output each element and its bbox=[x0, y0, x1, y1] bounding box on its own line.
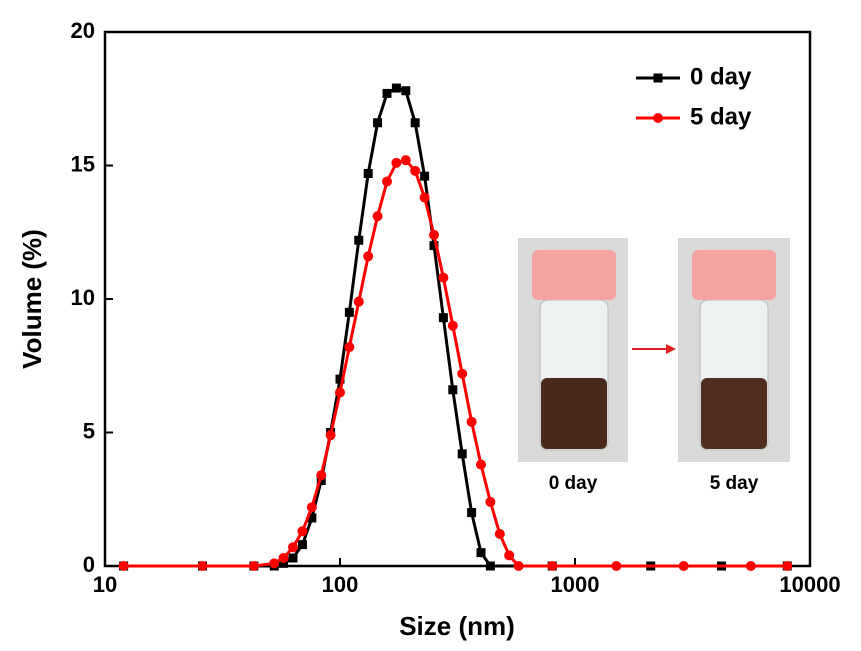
y-tick-label: 0 bbox=[83, 552, 95, 577]
legend-marker bbox=[653, 113, 663, 123]
data-point bbox=[429, 241, 439, 251]
data-point bbox=[457, 368, 468, 379]
data-point bbox=[372, 211, 383, 222]
data-point bbox=[269, 558, 280, 569]
data-point bbox=[466, 416, 477, 427]
data-point bbox=[419, 192, 430, 203]
data-point bbox=[475, 459, 486, 470]
data-point bbox=[410, 118, 420, 128]
y-tick-label: 5 bbox=[83, 418, 95, 443]
data-point bbox=[373, 118, 383, 128]
data-point bbox=[485, 561, 495, 571]
y-axis-label: Volume (%) bbox=[17, 229, 47, 369]
data-point bbox=[363, 169, 373, 179]
x-tick-label: 10 bbox=[93, 572, 117, 597]
data-point bbox=[335, 387, 345, 398]
data-point bbox=[382, 176, 393, 187]
data-point bbox=[745, 561, 756, 571]
y-tick-label: 10 bbox=[71, 285, 95, 310]
data-point bbox=[678, 561, 689, 571]
inset-photo bbox=[518, 238, 628, 462]
data-point bbox=[410, 165, 421, 176]
data-point bbox=[494, 528, 505, 539]
legend-label: 0 day bbox=[690, 63, 752, 90]
x-axis-label: Size (nm) bbox=[399, 611, 515, 641]
data-point bbox=[306, 502, 317, 513]
data-point bbox=[335, 374, 345, 384]
y-tick-label: 20 bbox=[71, 18, 95, 43]
data-point bbox=[513, 561, 524, 571]
x-tick-label: 100 bbox=[322, 572, 359, 597]
data-point bbox=[391, 83, 401, 93]
data-point bbox=[344, 307, 354, 317]
data-point bbox=[288, 553, 298, 563]
x-tick-label: 10000 bbox=[779, 572, 840, 597]
data-point bbox=[457, 449, 467, 459]
inset-arrow bbox=[632, 344, 676, 354]
data-point bbox=[429, 229, 440, 240]
data-point bbox=[197, 561, 208, 571]
data-point bbox=[547, 561, 558, 571]
data-point bbox=[316, 470, 327, 481]
data-point bbox=[297, 540, 307, 550]
data-point bbox=[485, 496, 496, 507]
data-point bbox=[353, 296, 364, 307]
data-point bbox=[447, 320, 458, 331]
data-point bbox=[288, 542, 299, 553]
y-tick-label: 15 bbox=[71, 151, 95, 176]
data-point bbox=[307, 513, 317, 523]
data-point bbox=[611, 561, 622, 571]
data-point bbox=[391, 157, 402, 168]
data-point bbox=[344, 342, 355, 353]
data-point bbox=[382, 88, 392, 98]
inset-photo bbox=[678, 238, 790, 462]
data-point bbox=[354, 235, 364, 245]
data-point bbox=[438, 313, 448, 323]
data-point bbox=[363, 251, 374, 262]
data-point bbox=[279, 558, 289, 568]
data-point bbox=[782, 561, 793, 571]
data-point bbox=[400, 155, 411, 166]
legend-label: 5 day bbox=[690, 103, 752, 130]
data-point bbox=[297, 526, 308, 537]
inset-label: 0 day bbox=[549, 473, 598, 494]
data-point bbox=[504, 550, 515, 561]
legend-marker bbox=[653, 73, 663, 83]
data-point bbox=[448, 385, 458, 395]
data-point bbox=[476, 548, 486, 558]
data-point bbox=[467, 508, 477, 518]
data-point bbox=[325, 430, 336, 441]
data-point bbox=[118, 561, 129, 571]
x-tick-label: 1000 bbox=[551, 572, 600, 597]
data-point bbox=[401, 86, 411, 96]
inset-label: 5 day bbox=[710, 473, 759, 494]
data-point bbox=[420, 171, 430, 181]
data-point bbox=[438, 272, 449, 283]
data-point bbox=[278, 552, 289, 563]
data-point bbox=[248, 561, 259, 571]
